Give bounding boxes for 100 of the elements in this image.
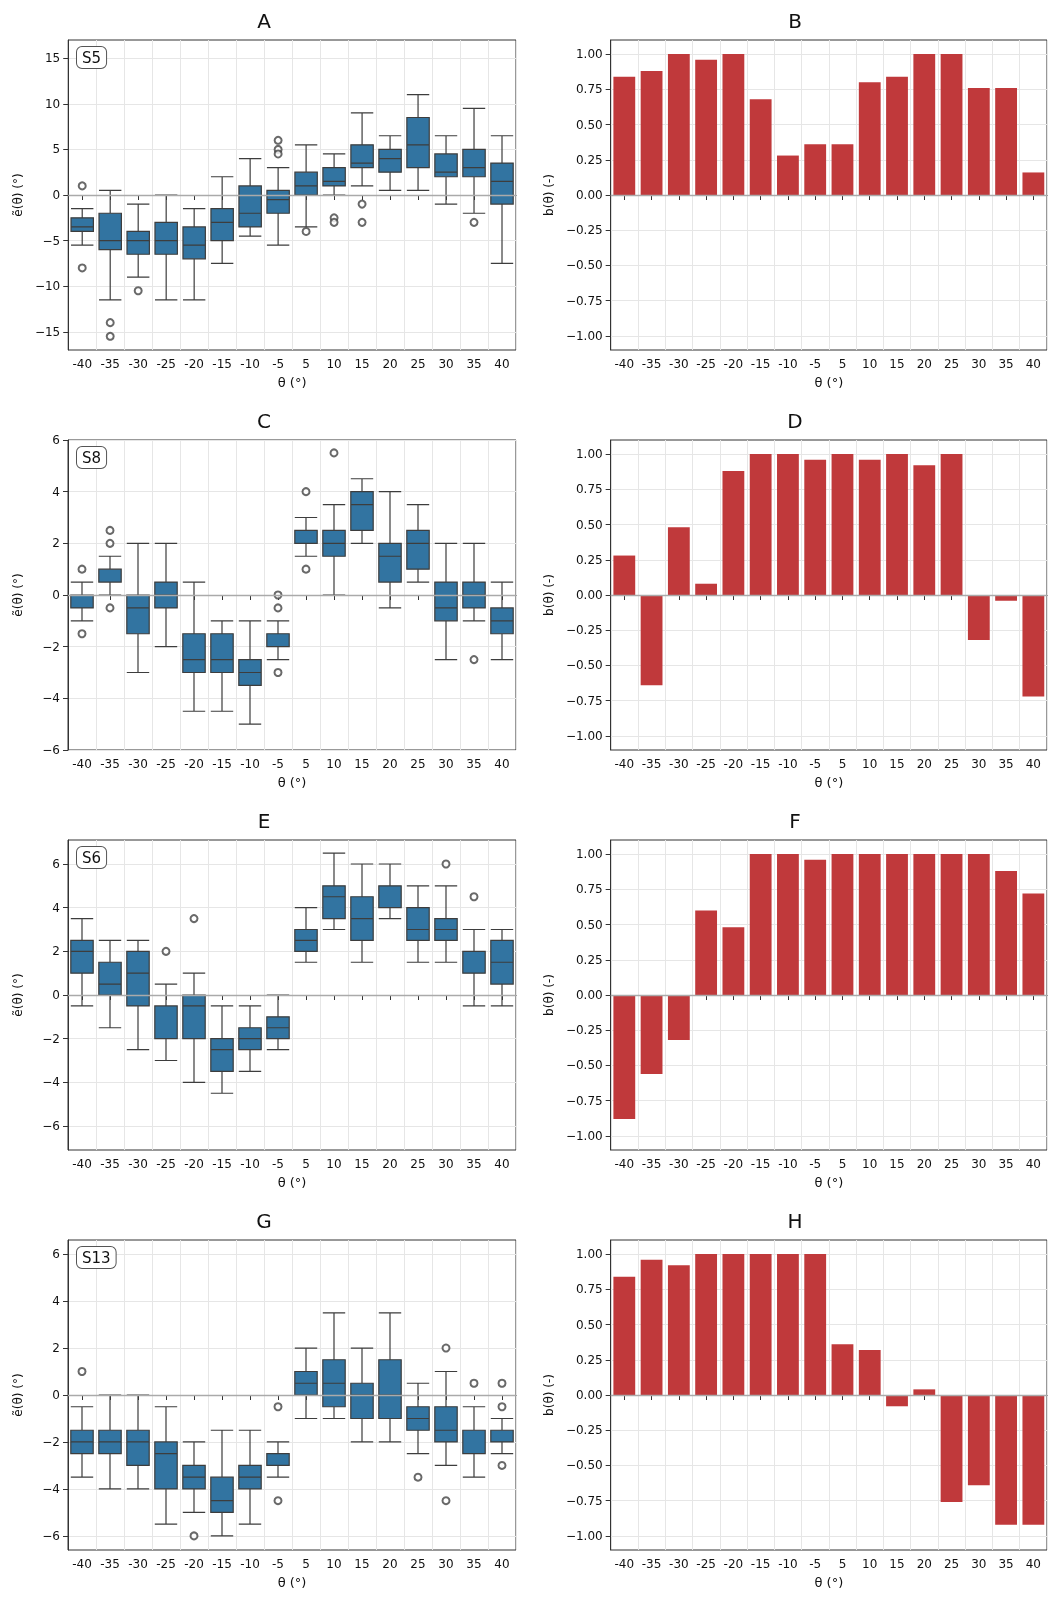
bar <box>667 1265 690 1395</box>
bar <box>831 1344 854 1395</box>
y-tick-label: 4 <box>52 1294 60 1309</box>
bar <box>695 910 718 995</box>
annotation: S8 <box>82 448 102 467</box>
chart-title: H <box>787 1209 803 1233</box>
bar <box>613 1276 636 1395</box>
x-tick-label: -30 <box>128 757 148 771</box>
y-tick-label: 0.50 <box>575 117 603 132</box>
y-axis-title: b(θ) (-) <box>542 574 556 616</box>
x-tick-label: -20 <box>184 1557 204 1571</box>
x-tick-label: -20 <box>723 1557 744 1571</box>
y-tick-label: 1.00 <box>575 847 603 862</box>
bar <box>940 854 963 995</box>
y-tick-label: 2 <box>52 1341 60 1356</box>
x-tick-label: -40 <box>72 357 93 371</box>
x-tick-label: -30 <box>669 357 689 371</box>
bar <box>749 99 772 195</box>
y-tick-label: 1.00 <box>575 447 603 462</box>
y-axis-title: ẽ(θ) (°) <box>11 173 25 217</box>
x-tick-label: 10 <box>326 1157 342 1171</box>
chart-title: C <box>257 409 271 433</box>
bar <box>831 854 854 995</box>
y-tick-label: 0.25 <box>575 552 603 567</box>
bar <box>804 459 827 595</box>
x-tick-label: -35 <box>100 1557 120 1571</box>
bar <box>858 1349 881 1395</box>
x-tick-label: 15 <box>889 1157 905 1171</box>
bar <box>831 144 854 195</box>
x-tick-label: 25 <box>943 1557 960 1571</box>
x-tick-label: 40 <box>494 1557 510 1571</box>
y-axis-title: b(θ) (-) <box>542 174 556 216</box>
y-tick-label: −0.50 <box>565 258 603 273</box>
x-tick-label: -30 <box>128 1157 148 1171</box>
chart-title: G <box>256 1209 272 1233</box>
bar <box>858 459 881 595</box>
x-tick-label: -10 <box>240 1557 260 1571</box>
x-tick-label: -25 <box>156 357 176 371</box>
x-tick-label: -5 <box>809 357 822 371</box>
y-tick-label: −0.75 <box>565 1493 603 1508</box>
x-tick-label: -10 <box>778 357 798 371</box>
x-axis-title: θ (°) <box>277 1575 307 1590</box>
x-tick-label: -35 <box>641 1557 662 1571</box>
bar <box>667 527 690 595</box>
y-tick-label: −6 <box>42 743 60 757</box>
y-tick-label: −0.25 <box>565 1023 603 1038</box>
x-tick-label: 5 <box>302 757 310 771</box>
y-tick-label: 0.75 <box>575 882 603 897</box>
bar <box>995 87 1017 195</box>
chart-title: E <box>257 809 271 833</box>
bar <box>722 1254 745 1395</box>
y-tick-label: 0.25 <box>575 1352 603 1367</box>
y-tick-label: 0 <box>52 588 60 602</box>
y-tick-label: 4 <box>52 900 60 915</box>
y-axis-title: b(θ) (-) <box>542 1374 556 1416</box>
x-tick-label: -30 <box>669 1157 689 1171</box>
x-tick-label: -15 <box>750 757 771 771</box>
bar <box>777 454 799 595</box>
bar <box>967 87 990 195</box>
x-tick-label: 35 <box>998 757 1014 771</box>
bar <box>640 995 663 1074</box>
y-tick-label: 0.75 <box>575 82 603 97</box>
x-tick-label: 20 <box>382 757 398 771</box>
x-tick-label: -20 <box>723 1157 744 1171</box>
y-tick-label: 4 <box>52 484 60 499</box>
bar <box>613 76 636 195</box>
x-tick-label: -5 <box>272 1557 284 1571</box>
x-tick-label: 35 <box>466 1557 482 1571</box>
x-tick-label: -5 <box>809 1157 822 1171</box>
x-tick-label: -40 <box>614 357 635 371</box>
x-tick-label: -20 <box>184 357 204 371</box>
y-tick-label: 0 <box>52 988 60 1002</box>
x-tick-label: 5 <box>302 357 310 371</box>
x-tick-label: 10 <box>862 1157 878 1171</box>
x-tick-label: -40 <box>614 1557 635 1571</box>
x-tick-label: 15 <box>354 1557 370 1571</box>
bar <box>722 54 745 195</box>
x-tick-label: -40 <box>72 1557 92 1571</box>
y-tick-label: −0.75 <box>565 693 603 708</box>
bar <box>777 854 799 995</box>
x-tick-label: 30 <box>971 1557 987 1571</box>
y-tick-label: −4 <box>42 1481 60 1496</box>
x-tick-label: -20 <box>184 757 204 771</box>
y-tick-label: 0 <box>52 188 61 202</box>
x-tick-label: -25 <box>696 1157 716 1171</box>
x-tick-label: -10 <box>240 1157 260 1171</box>
x-tick-label: -35 <box>641 357 662 371</box>
x-tick-label: -35 <box>100 357 121 371</box>
y-tick-label: 0.25 <box>575 952 603 967</box>
bar <box>695 583 718 595</box>
x-tick-label: -15 <box>212 757 232 771</box>
bar <box>831 454 854 595</box>
x-tick-label: -20 <box>723 357 744 371</box>
x-tick-label: -35 <box>641 1157 662 1171</box>
bar <box>640 1259 663 1395</box>
x-tick-label: 10 <box>862 1557 878 1571</box>
x-tick-label: 40 <box>1025 1157 1042 1171</box>
x-tick-label: 30 <box>971 357 987 371</box>
annotation: S5 <box>82 48 102 67</box>
bar <box>749 1254 772 1395</box>
